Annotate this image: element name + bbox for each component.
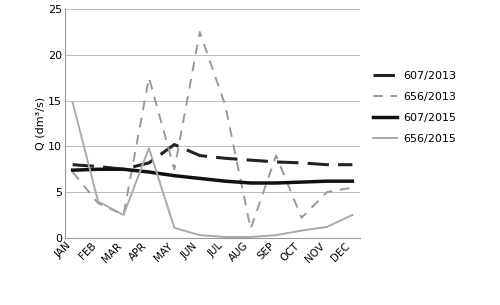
607/2015 xyxy=(248,181,254,185)
656/2015 xyxy=(324,225,330,229)
656/2013 xyxy=(197,30,203,34)
607/2015 xyxy=(350,179,356,183)
607/2015 xyxy=(197,177,203,180)
656/2015 xyxy=(120,213,126,217)
607/2015 xyxy=(70,168,75,172)
656/2013 xyxy=(146,76,152,80)
656/2013 xyxy=(350,186,356,189)
656/2013 xyxy=(95,201,101,205)
656/2013 xyxy=(273,154,279,157)
607/2015 xyxy=(222,179,228,183)
607/2013 xyxy=(248,158,254,162)
656/2013 xyxy=(298,216,304,220)
607/2013 xyxy=(120,167,126,171)
656/2013 xyxy=(172,167,177,171)
607/2013 xyxy=(324,163,330,167)
Line: 656/2013: 656/2013 xyxy=(72,32,352,229)
607/2015 xyxy=(298,180,304,184)
607/2015 xyxy=(273,181,279,185)
Y-axis label: Q (dm³/s): Q (dm³/s) xyxy=(36,97,46,150)
Line: 607/2015: 607/2015 xyxy=(72,169,352,183)
656/2015 xyxy=(146,146,152,150)
607/2015 xyxy=(95,167,101,171)
607/2013 xyxy=(197,154,203,157)
656/2013 xyxy=(70,170,75,174)
607/2013 xyxy=(350,163,356,167)
607/2013 xyxy=(70,163,75,167)
607/2015 xyxy=(146,170,152,174)
656/2015 xyxy=(70,101,75,104)
Line: 656/2015: 656/2015 xyxy=(72,102,352,237)
607/2013 xyxy=(298,161,304,165)
607/2013 xyxy=(273,160,279,164)
656/2015 xyxy=(172,226,177,230)
656/2015 xyxy=(298,229,304,232)
607/2013 xyxy=(222,156,228,160)
607/2015 xyxy=(324,179,330,183)
607/2013 xyxy=(146,161,152,165)
656/2015 xyxy=(222,235,228,239)
Legend: 607/2013, 656/2013, 607/2015, 656/2015: 607/2013, 656/2013, 607/2015, 656/2015 xyxy=(368,66,460,149)
656/2015 xyxy=(95,199,101,203)
607/2013 xyxy=(95,165,101,168)
656/2013 xyxy=(222,103,228,107)
656/2015 xyxy=(273,233,279,237)
607/2013 xyxy=(172,143,177,146)
656/2013 xyxy=(324,190,330,194)
607/2015 xyxy=(172,174,177,178)
656/2015 xyxy=(350,213,356,217)
656/2013 xyxy=(248,227,254,231)
656/2013 xyxy=(120,213,126,217)
607/2015 xyxy=(120,167,126,171)
656/2015 xyxy=(197,233,203,237)
Line: 607/2013: 607/2013 xyxy=(72,145,352,169)
656/2015 xyxy=(248,235,254,239)
